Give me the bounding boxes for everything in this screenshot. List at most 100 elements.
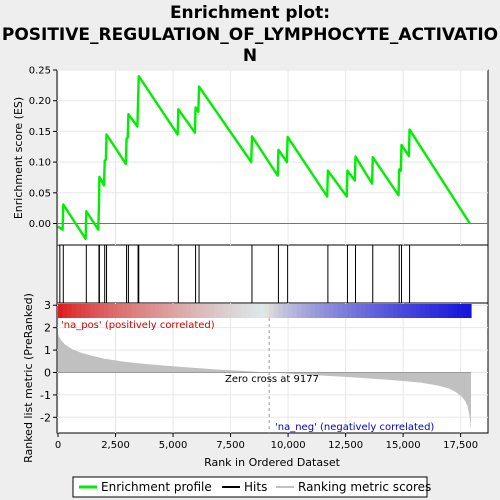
x-tick-label-1: 2,500 [101,440,130,451]
heat-cell-25 [172,304,178,318]
heat-cell-83 [438,304,445,318]
heat-cell-50 [287,304,293,318]
x-tick-label-4: 10,000 [271,440,306,451]
es-layer [57,74,471,241]
heat-cell-32 [204,304,211,318]
heat-cell-49 [282,304,289,318]
heat-cell-81 [429,304,435,318]
heat-cell-65 [356,304,362,318]
heat-cell-10 [103,304,110,318]
heat-cell-79 [420,304,426,318]
heat-cell-23 [163,304,169,318]
heat-cell-85 [448,304,454,318]
heat-cell-21 [154,304,160,318]
heat-cell-89 [466,304,472,318]
heat-cell-4 [76,304,82,318]
heat-cell-54 [305,304,311,318]
heat-cell-29 [191,304,197,318]
axes-layer: 0.00 0.05 0.10 0.15 0.20 0.25 -2 -1 0 1 2 3 0 2,500 5,… [29,66,478,452]
heat-cell-36 [223,304,229,318]
metric-layer [58,318,471,433]
legend-hits-label: Hits [244,480,267,494]
heat-cell-68 [370,304,376,318]
heat-cell-64 [351,304,357,318]
legend-box [72,476,428,498]
heat-cell-72 [388,304,394,318]
heat-cell-66 [360,304,367,318]
x-tick-label-2: 5,000 [159,440,188,451]
heat-cell-39 [236,304,243,318]
es-grid [57,69,488,245]
x-tick-label-3: 7,500 [216,440,245,451]
heat-cell-41 [246,304,252,318]
heat-cell-58 [324,304,330,318]
heat-cell-77 [411,304,417,318]
heat-cell-3 [71,304,77,318]
heat-cell-87 [457,304,463,318]
heat-cell-53 [301,304,307,318]
heat-cell-71 [383,304,389,318]
heat-cell-40 [241,304,247,318]
x-tick-label-5: 12,500 [328,440,363,451]
metric-y-axis-label: Ranked list metric (PreRanked) [22,293,35,463]
title-line-2: POSITIVE_REGULATION_OF_LYMPHOCYTE_ACTIVA… [2,25,498,45]
heat-cell-5 [80,304,87,318]
heat-cell-63 [347,304,353,318]
heat-cell-47 [273,304,279,318]
es-panel [56,69,489,246]
es-y-tick-label-4: 0.20 [29,96,51,107]
heat-cell-30 [195,304,201,318]
metric-y-tick-label-1: -1 [40,389,51,402]
legend: Enrichment profile Hits Ranking metric s… [72,476,431,498]
metric-y-tick-label-0: -2 [40,411,51,424]
negative-correlation-label: 'na_neg' (negatively correlated) [275,422,434,433]
x-tick-label-0: 0 [55,440,61,451]
heat-cell-31 [200,304,206,318]
heat-cell-59 [328,304,334,318]
heat-cell-13 [117,304,123,318]
heat-cell-33 [209,304,215,318]
heat-cell-76 [406,304,412,318]
zero-cross-label: Zero cross at 9177 [225,374,319,385]
heat-cell-57 [319,304,325,318]
heat-cell-37 [227,304,233,318]
heat-cell-0 [58,304,64,318]
heat-cell-73 [392,304,399,318]
heat-cell-86 [452,304,458,318]
legend-enrichment-label: Enrichment profile [101,480,212,494]
heat-cell-26 [177,304,183,318]
heat-cell-46 [269,304,275,318]
heat-cell-8 [94,304,100,318]
heat-cell-82 [434,304,440,318]
x-tick-label-6: 15,000 [386,440,421,451]
heat-cell-70 [379,304,385,318]
title-line-3: N [243,46,257,66]
heat-cell-22 [158,304,165,318]
heat-cell-60 [333,304,339,318]
heat-cell-62 [342,304,348,318]
es-y-tick-label-5: 0.25 [29,66,51,77]
heat-cell-56 [314,304,321,318]
heat-cell-74 [397,304,403,318]
chart-title: Enrichment plot: POSITIVE_REGULATION_OF_… [2,3,498,66]
metric-y-tick-label-5: 3 [44,299,51,312]
positive-correlation-label: 'na_pos' (positively correlated) [61,320,215,331]
heat-cell-48 [278,304,284,318]
heat-cell-2 [67,304,73,318]
heat-cell-24 [168,304,174,318]
heat-cell-75 [402,304,408,318]
heat-cell-78 [415,304,422,318]
heat-cell-45 [264,304,270,318]
x-tick-label-7: 17,500 [443,440,478,451]
es-y-axis-label: Enrichment score (ES) [12,97,25,219]
heat-cell-14 [122,304,128,318]
heat-cell-34 [214,304,220,318]
heat-cell-1 [62,304,68,318]
heat-cell-42 [250,304,256,318]
title-line-1: Enrichment plot: [170,3,330,23]
es-y-tick-label-1: 0.05 [29,188,51,199]
heat-cell-20 [149,304,155,318]
metric-y-tick-label-4: 2 [44,322,51,335]
heat-cell-61 [337,304,344,318]
